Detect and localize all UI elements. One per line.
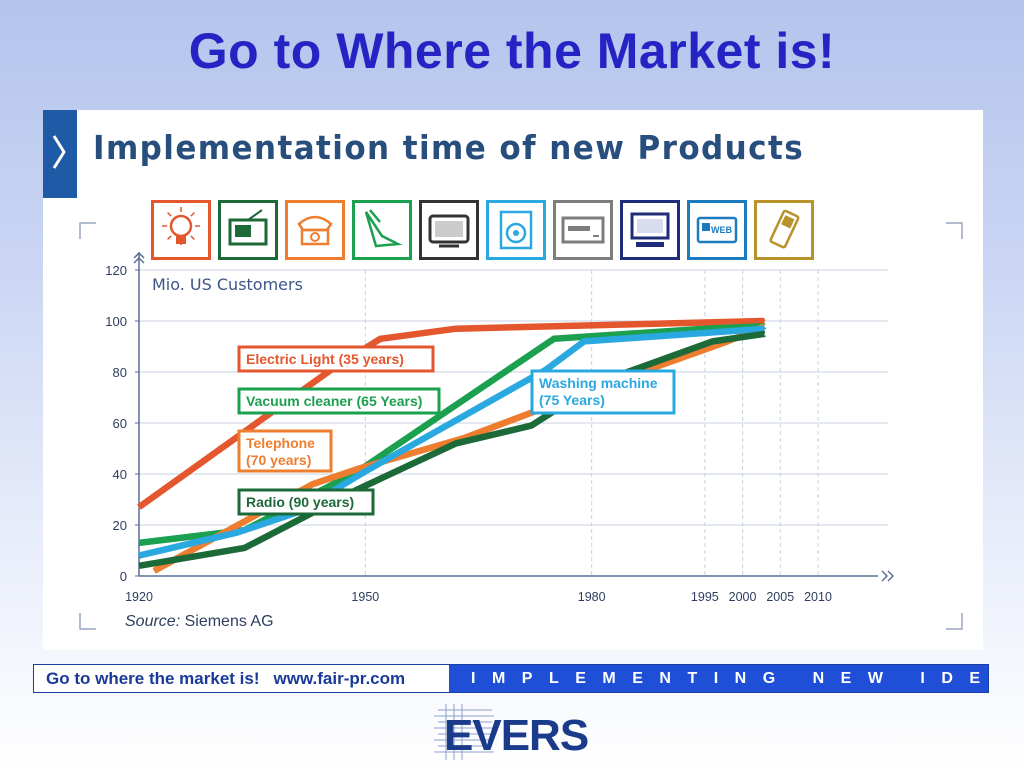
source-value: Siemens AG [185,613,274,630]
footer-url-link[interactable]: www.fair-pr.com [273,668,406,688]
series-label-box: Vacuum cleaner (65 Years) [237,387,441,415]
series-label: Electric Light (35 years) [246,351,404,367]
television-icon [419,200,479,260]
series-label: Vacuum cleaner (65 Years) [246,393,422,409]
source-label: Source: [125,613,185,630]
washing-machine-icon [486,200,546,260]
y-axis-label: Mio. US Customers [152,275,303,294]
logo-text: EVERS [444,711,588,760]
series-label: (70 years) [246,452,311,468]
series-label: Washing machine [539,375,658,391]
corner-bracket [79,222,96,239]
y-tick-label: 40 [113,467,127,482]
x-tick-label: 2000 [729,590,757,604]
corner-bracket [946,222,963,239]
line-chart: WEB 0 20 40 60 80 100 120 1920 1950 1980 1995 2000 20… [79,200,963,630]
chart-heading: Implementation time of new Products [93,128,805,167]
radio-icon [218,200,278,260]
x-tick-label: 1920 [125,590,153,604]
footer-slogan: Go to where the market is! www.fair-pr.c… [34,665,461,692]
corner-bracket [79,613,96,630]
x-tick-label: 1950 [351,590,379,604]
chart-panel: Implementation time of new Products WEB 0… [43,110,983,650]
series-label: Telephone [246,435,315,451]
y-tick-label: 80 [113,365,127,380]
x-tick-label: 2010 [804,590,832,604]
chevron-right-icon [52,135,66,169]
source-note: Source: Siemens AG [125,613,274,630]
series-line [138,330,766,570]
corner-bracket [946,613,963,630]
vcr-icon [553,200,613,260]
web-icon: WEB [687,200,747,260]
telephone-icon [285,200,345,260]
mobile-phone-icon [754,200,814,260]
x-tick-label: 2005 [766,590,794,604]
footer-tagline: IMPLEMENTING NEW IDEAS [449,665,988,692]
footer-slogan-text: Go to where the market is! [46,668,260,688]
panel-tab [43,110,77,198]
series-label: (75 Years) [539,392,605,408]
vacuum-cleaner-icon [352,200,412,260]
computer-icon [620,200,680,260]
y-tick-label: 0 [120,569,127,584]
y-tick-label: 100 [105,314,127,329]
x-axis-arrow [881,570,895,582]
light-bulb-icon [151,200,211,260]
y-tick-label: 120 [105,263,127,278]
series-line [138,325,766,559]
y-axis-arrow [133,251,145,264]
evers-logo: EVERS [434,704,589,760]
slide-title: Go to Where the Market is! [188,23,836,79]
series-label-box: Washing machine(75 Years) [530,369,676,415]
x-tick-label: 1995 [691,590,719,604]
series-label-box: Electric Light (35 years) [237,345,435,373]
y-tick-label: 60 [113,416,127,431]
y-tick-label: 20 [113,518,127,533]
x-tick-label: 1980 [578,590,606,604]
footer-bar: Go to where the market is! www.fair-pr.c… [33,664,989,693]
series-label-box: Telephone(70 years) [237,429,333,473]
web-icon-label: WEB [711,225,732,235]
series-label-box: Radio (90 years) [237,488,375,516]
series-label: Radio (90 years) [246,494,354,510]
